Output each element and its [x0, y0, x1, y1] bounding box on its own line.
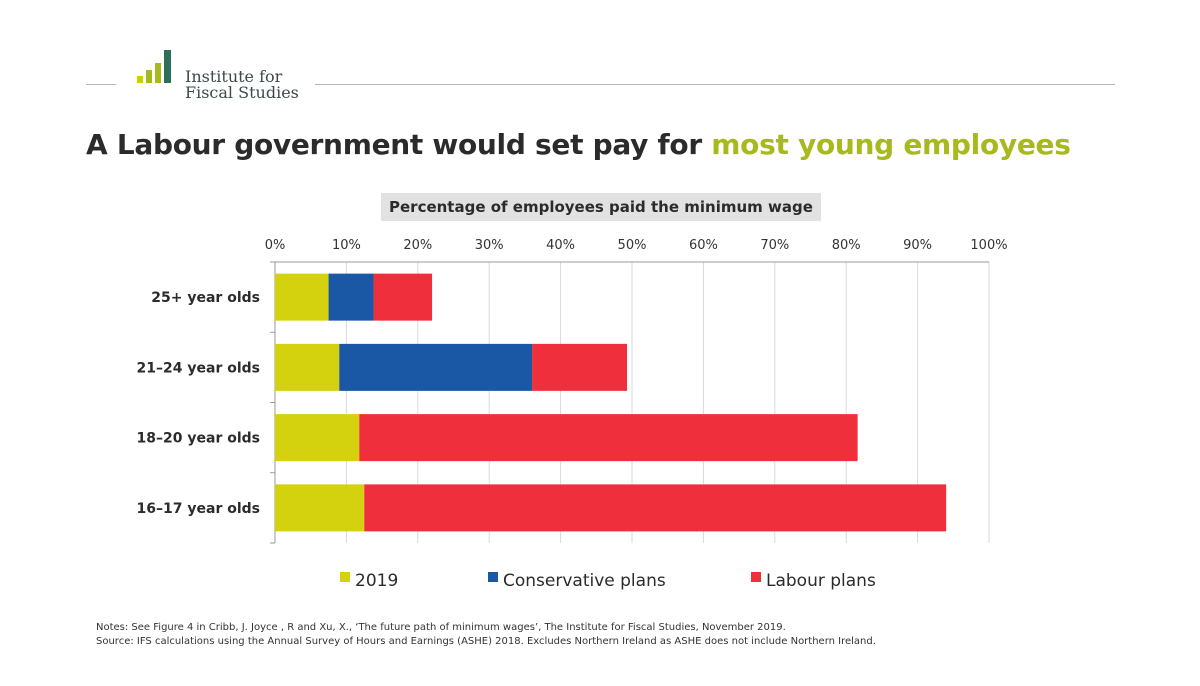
bar-labour-plans: [532, 343, 628, 391]
header-rule-left: [86, 84, 116, 85]
x-tick-label: 100%: [970, 238, 1007, 253]
bar-labour-plans: [373, 273, 433, 321]
category-label: 16–17 year olds: [137, 501, 260, 517]
legend-label: 2019: [355, 571, 398, 591]
category-label: 25+ year olds: [151, 290, 260, 306]
category-label: 21–24 year olds: [137, 360, 260, 376]
bar-conservative-plans: [339, 343, 533, 391]
ifs-logo-icon: [137, 50, 171, 83]
bar-labour-plans: [364, 484, 947, 532]
headline-lead: A Labour government would set pay for: [86, 128, 712, 161]
source-line: Source: IFS calculations using the Annua…: [96, 636, 876, 647]
category-label: 18–20 year olds: [137, 431, 260, 447]
x-tick-label: 50%: [618, 238, 647, 253]
x-tick-label: 80%: [832, 238, 861, 253]
legend-label: Labour plans: [766, 571, 876, 591]
chart-title: Percentage of employees paid the minimum…: [381, 193, 821, 221]
x-tick-label: 30%: [475, 238, 504, 253]
notes-line: Notes: See Figure 4 in Cribb, J. Joyce ,…: [96, 622, 786, 633]
legend-label: Conservative plans: [503, 571, 666, 591]
x-tick-label: 60%: [689, 238, 718, 253]
notes: Notes: See Figure 4 in Cribb, J. Joyce ,…: [96, 621, 876, 649]
legend-swatch: [488, 572, 498, 582]
bar-2019: [275, 414, 360, 462]
bar-2019: [275, 484, 365, 532]
x-tick-label: 70%: [760, 238, 789, 253]
x-tick-label: 0%: [265, 238, 286, 253]
headline-accent: most young employees: [711, 128, 1071, 161]
x-tick-label: 40%: [546, 238, 575, 253]
ifs-logo-text: Institute for Fiscal Studies: [185, 69, 299, 101]
x-tick-label: 10%: [332, 238, 361, 253]
bar-2019: [275, 273, 329, 321]
legend-swatch: [751, 572, 761, 582]
x-tick-label: 90%: [903, 238, 932, 253]
headline: A Labour government would set pay for mo…: [86, 128, 1071, 161]
logo-line1: Institute for: [185, 67, 283, 86]
bar-conservative-plans: [328, 273, 374, 321]
bar-labour-plans: [359, 414, 858, 462]
legend-swatch: [340, 572, 350, 582]
header-rule-right: [315, 84, 1115, 85]
logo-line2: Fiscal Studies: [185, 83, 299, 102]
x-tick-label: 20%: [403, 238, 432, 253]
bar-2019: [275, 343, 340, 391]
